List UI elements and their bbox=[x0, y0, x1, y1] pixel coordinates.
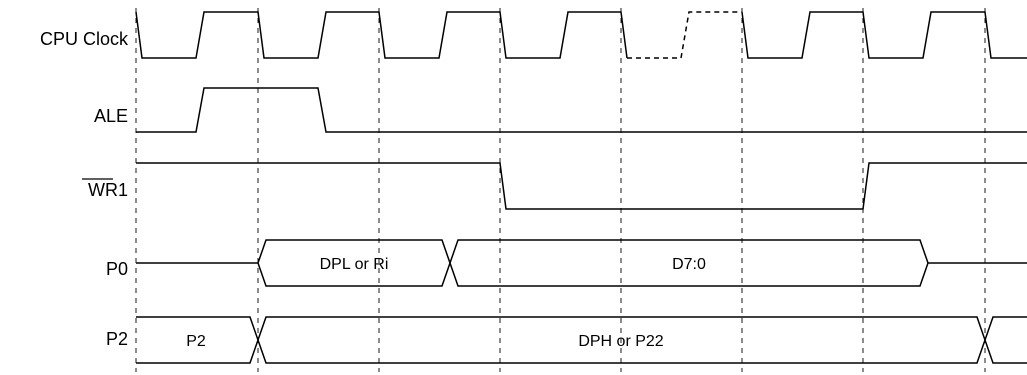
cpu-clock-label: CPU Clock bbox=[40, 29, 129, 49]
p0-address-label: DPL or Ri bbox=[320, 256, 389, 273]
ale-waveform bbox=[136, 87, 1027, 133]
ale-label: ALE bbox=[94, 106, 128, 126]
cpu-clock-waveform-continued bbox=[741, 11, 1027, 59]
timing-guide-lines bbox=[135, 8, 986, 372]
wr1-waveform bbox=[136, 162, 1027, 210]
p2-bus: P2 DPH or P22 bbox=[136, 316, 1027, 364]
p0-data-label: D7:0 bbox=[672, 256, 706, 273]
p0-bus: DPL or Ri D7:0 bbox=[136, 239, 1027, 287]
wr1-label: WR1 bbox=[82, 178, 128, 200]
p2-address-label: DPH or P22 bbox=[578, 333, 663, 350]
cpu-clock-omitted-cycle bbox=[627, 11, 742, 59]
p2-label: P2 bbox=[106, 329, 128, 349]
p0-label: P0 bbox=[106, 259, 128, 279]
p2-next-segment bbox=[984, 316, 1027, 364]
wr-label-text: WR bbox=[88, 180, 118, 200]
p2-previous-label: P2 bbox=[186, 333, 206, 350]
wr-label-index: 1 bbox=[118, 180, 128, 200]
cpu-clock-waveform bbox=[135, 11, 628, 59]
svg-text:WR1: WR1 bbox=[88, 180, 128, 200]
